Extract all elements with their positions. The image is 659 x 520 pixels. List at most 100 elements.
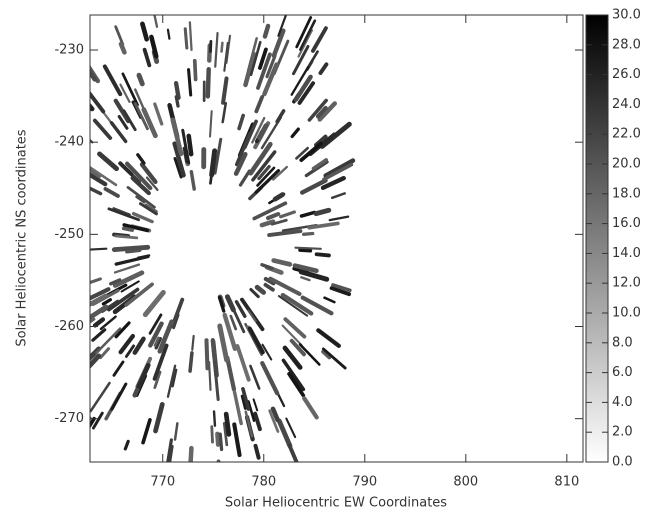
image-streak: [316, 210, 329, 213]
image-streak: [226, 414, 229, 434]
image-streak: [100, 154, 117, 169]
image-streak: [23, 348, 45, 363]
image-streak: [115, 265, 139, 273]
image-streak: [126, 346, 133, 357]
image-streak: [116, 236, 137, 238]
image-streak: [30, 153, 56, 167]
image-streak: [262, 265, 272, 269]
image-streak: [215, 33, 217, 67]
image-streak: [72, 94, 87, 111]
image-streak: [190, 353, 192, 371]
image-streak: [150, 0, 157, 27]
image-streak: [212, 151, 215, 175]
image-streak: [91, 383, 110, 411]
image-streak: [256, 446, 259, 458]
image-streak: [75, 356, 99, 382]
image-streak: [114, 247, 147, 249]
image-streak: [116, 27, 123, 45]
image-streak: [156, 404, 163, 431]
image-streak: [304, 398, 316, 417]
image-streak: [214, 412, 215, 426]
image-streak: [57, 353, 70, 364]
colorbar-tick-label: 22.0: [612, 127, 641, 142]
image-streak: [112, 384, 126, 409]
image-streak: [95, 121, 110, 138]
image-streak: [127, 251, 140, 252]
image-streak: [192, 336, 193, 350]
image-streak: [0, 250, 2, 251]
image-streak: [185, 29, 187, 48]
image-streak: [66, 91, 73, 99]
image-streak: [189, 70, 191, 95]
image-streak: [40, 394, 58, 412]
image-streak: [55, 263, 63, 264]
image-streak: [220, 326, 227, 360]
image-streak: [237, 346, 248, 380]
image-streak: [103, 300, 110, 304]
image-streak: [71, 67, 79, 77]
image-streak: [323, 349, 345, 368]
plot-frame: [90, 15, 583, 462]
image-streak: [105, 189, 117, 196]
image-streak: [227, 297, 233, 310]
image-streak: [275, 195, 283, 200]
image-streak: [332, 193, 344, 197]
image-streak: [317, 254, 329, 255]
image-streak: [250, 329, 263, 352]
colorbar-tick-label: 30.0: [612, 8, 641, 23]
image-streak: [206, 340, 207, 368]
image-streak: [268, 214, 278, 218]
colorbar-tick-label: 26.0: [612, 67, 641, 82]
image-streak: [239, 115, 243, 128]
image-streak: [320, 64, 326, 73]
colorbar-tick-label: 24.0: [612, 97, 641, 112]
image-streak: [269, 231, 300, 235]
image-streak: [33, 209, 47, 212]
image-streak: [330, 217, 348, 220]
image-streak: [36, 160, 57, 171]
y-tick-label: -240: [54, 135, 84, 150]
image-streak: [143, 420, 150, 443]
image-streak: [281, 212, 295, 217]
image-streak: [124, 228, 133, 230]
colorbar-tick-label: 16.0: [612, 216, 641, 231]
image-streak: [231, 316, 236, 329]
colorbar-tick-label: 18.0: [612, 186, 641, 201]
image-streak: [95, 319, 103, 325]
y-tick-label: -230: [54, 43, 84, 58]
image-streak: [105, 67, 120, 95]
image-streak: [254, 399, 258, 410]
colorbar-tick-label: 12.0: [612, 276, 641, 291]
x-tick-label: 790: [352, 475, 377, 490]
image-streak: [0, 275, 6, 277]
image-streak: [300, 250, 310, 251]
image-streak: [289, 445, 297, 464]
image-streak: [0, 211, 8, 215]
image-streak: [223, 103, 226, 122]
image-streak: [292, 129, 298, 136]
image-streak: [77, 187, 85, 191]
y-tick-label: -260: [54, 319, 84, 334]
image-streak: [49, 207, 82, 215]
image-streak: [213, 340, 215, 359]
colorbar: [586, 15, 608, 462]
x-tick-label: 810: [554, 475, 579, 490]
image-streak: [46, 220, 62, 222]
image-streak: [241, 171, 250, 185]
image-streak: [251, 290, 258, 297]
image-streak: [145, 50, 150, 66]
image-streak: [39, 366, 50, 375]
x-axis-label: Solar Heliocentric EW Coordinates: [225, 496, 447, 511]
image-streak: [142, 24, 146, 39]
image-streak: [46, 167, 57, 172]
image-streak: [274, 260, 290, 264]
image-streak: [265, 285, 272, 290]
image-streak: [114, 362, 123, 375]
image-streak: [93, 330, 105, 340]
image-streak: [42, 369, 59, 384]
image-streak: [190, 22, 192, 50]
image-streak: [304, 233, 313, 234]
image-streak: [257, 287, 263, 292]
colorbar-tick-label: 20.0: [612, 157, 641, 172]
